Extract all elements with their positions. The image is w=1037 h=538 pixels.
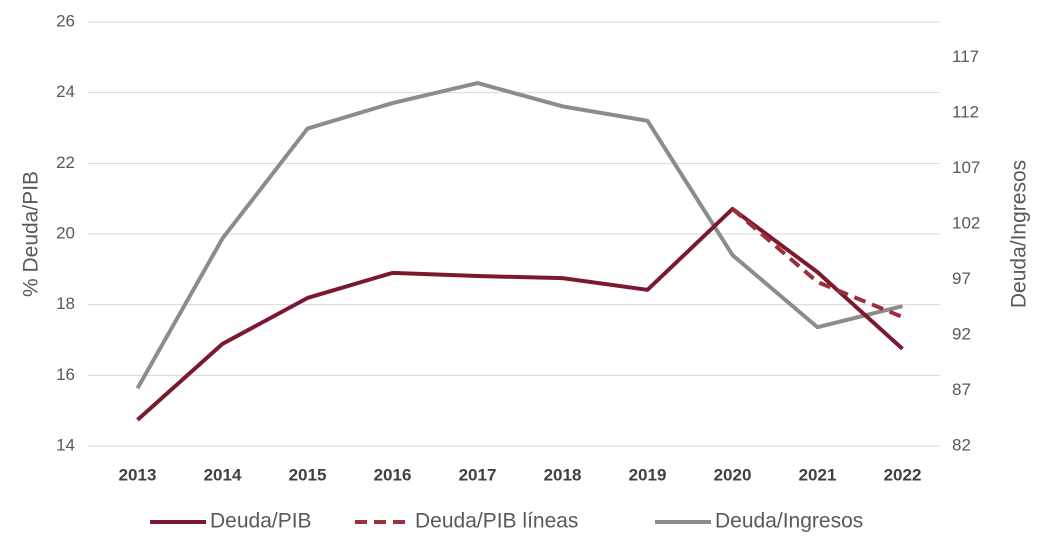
y-tick-label: 18 — [56, 294, 75, 313]
y2-tick-label: 97 — [952, 269, 971, 288]
y-tick-label: 14 — [56, 435, 75, 454]
x-tick-label: 2016 — [374, 465, 412, 484]
x-tick-label: 2013 — [119, 465, 157, 484]
series-line — [731, 207, 904, 319]
x-tick-label: 2020 — [714, 465, 752, 484]
y-tick-label: 24 — [56, 82, 75, 101]
x-tick-label: 2015 — [289, 465, 327, 484]
y2-axis-title: Deuda/Ingresos — [1008, 160, 1031, 308]
y-tick-label: 20 — [56, 223, 75, 242]
x-tick-label: 2017 — [459, 465, 497, 484]
y2-tick-label: 107 — [952, 158, 980, 177]
y-tick-label: 22 — [56, 153, 75, 172]
x-tick-label: 2019 — [629, 465, 667, 484]
y2-tick-label: 82 — [952, 435, 971, 454]
y2-tick-label: 112 — [952, 103, 979, 122]
x-tick-label: 2021 — [799, 465, 837, 484]
y-axis-title: % Deuda/PIB — [20, 171, 43, 297]
legend-label: Deuda/Ingresos — [715, 510, 863, 533]
x-tick-label: 2022 — [884, 465, 922, 484]
y-tick-label: 16 — [56, 365, 75, 384]
legend-label: Deuda/PIB líneas — [415, 510, 578, 533]
series-line — [135, 81, 903, 390]
y-tick-label: 26 — [56, 11, 75, 30]
y2-tick-label: 87 — [952, 380, 971, 399]
y2-tick-label: 92 — [952, 324, 971, 343]
x-tick-label: 2018 — [544, 465, 582, 484]
x-tick-label: 2014 — [204, 465, 242, 484]
y2-tick-label: 117 — [952, 47, 979, 66]
y2-tick-label: 102 — [952, 213, 980, 232]
legend-label: Deuda/PIB — [210, 510, 312, 533]
series-line — [136, 206, 904, 422]
